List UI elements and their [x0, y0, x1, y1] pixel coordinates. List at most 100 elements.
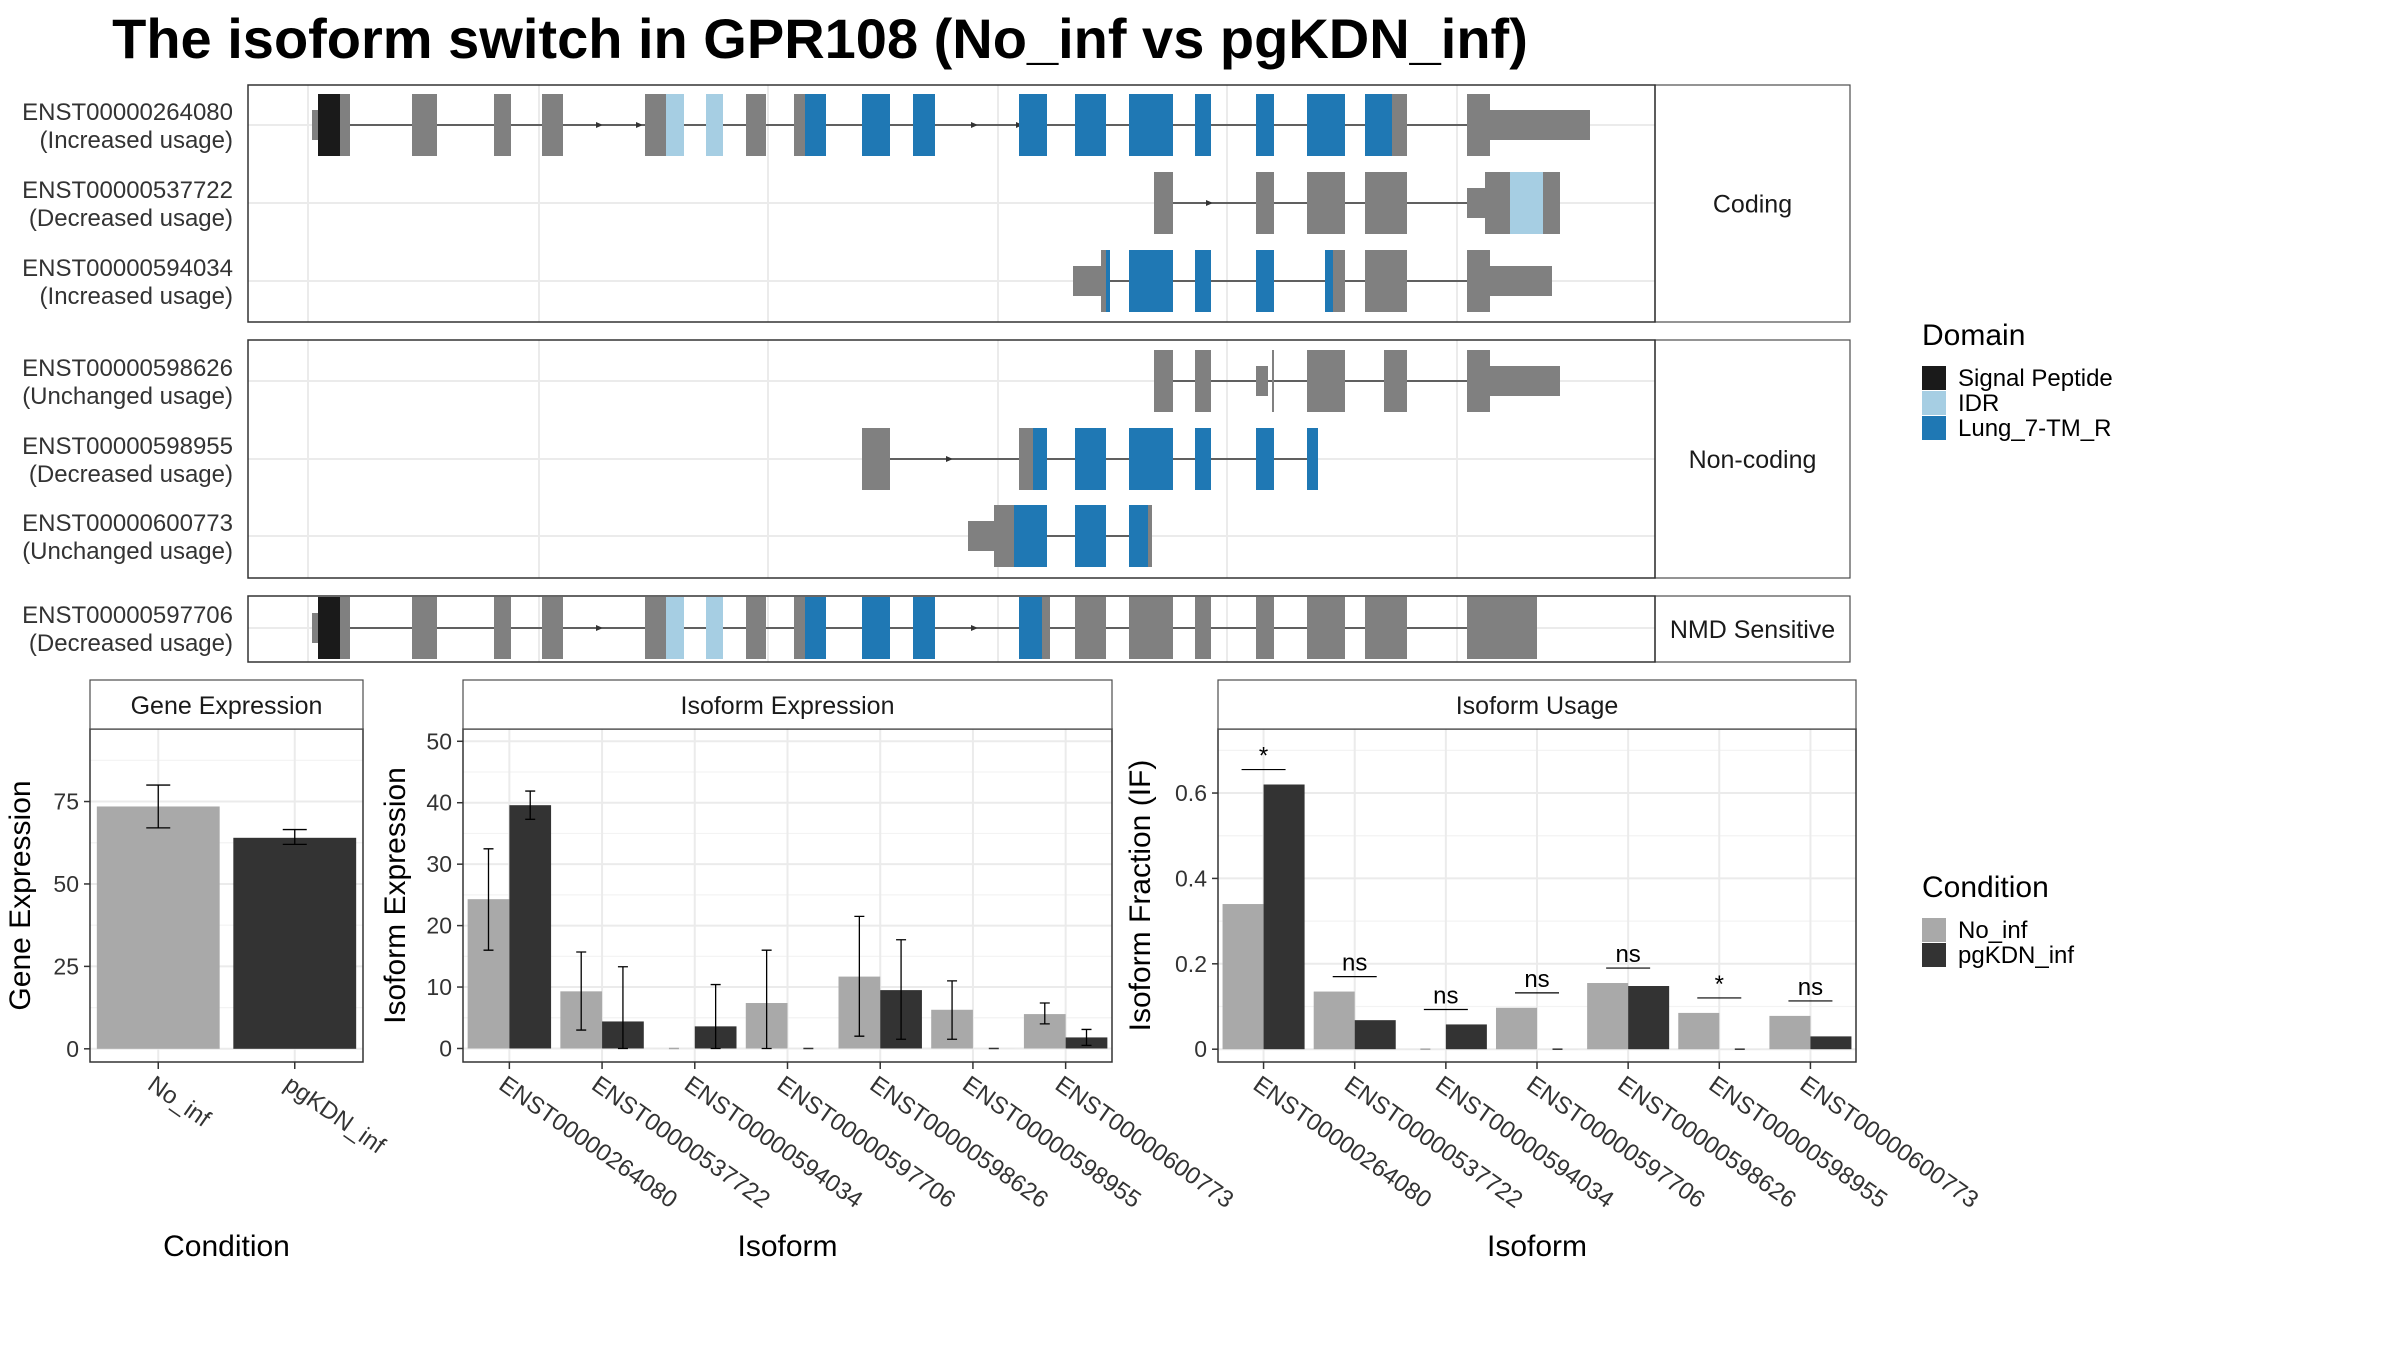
- transcript-id: ENST00000537722: [22, 177, 233, 204]
- y-axis-title: Isoform Fraction (IF): [1124, 760, 1157, 1032]
- bar: [1769, 1015, 1811, 1050]
- bar: [1313, 991, 1355, 1050]
- exon: [1333, 250, 1345, 312]
- facet-strip-label: Gene Expression: [131, 692, 323, 720]
- exon: [1307, 597, 1345, 659]
- domain-exon: [318, 94, 340, 156]
- exon: [1154, 172, 1173, 234]
- exon: [1307, 172, 1345, 234]
- domain-exon: [1106, 250, 1110, 312]
- domain-exon: [1195, 250, 1211, 312]
- exon: [412, 94, 437, 156]
- legend-label: No_inf: [1958, 917, 2028, 944]
- exon: [794, 597, 805, 659]
- facet-strip: [462, 679, 1113, 730]
- exon: [1073, 266, 1101, 296]
- exon: [412, 597, 437, 659]
- y-tick-label: 25: [53, 953, 79, 979]
- error-bar: [146, 784, 171, 829]
- bar: [1628, 986, 1670, 1050]
- y-tick-label: 50: [426, 728, 452, 754]
- domain-exon: [1365, 94, 1392, 156]
- x-tick-label: pgKDN_inf: [279, 1071, 390, 1160]
- domain-exon: [1256, 428, 1274, 490]
- domain-exon: [913, 94, 935, 156]
- bar: [1810, 1036, 1852, 1050]
- domain-exon: [666, 94, 684, 156]
- exon: [1490, 110, 1590, 140]
- structure-facet-border: [247, 339, 1656, 579]
- exon: [542, 94, 563, 156]
- exon: [1101, 250, 1106, 312]
- domain-exon: [1075, 428, 1106, 490]
- y-tick-label: 0.2: [1175, 951, 1207, 977]
- exon: [746, 597, 766, 659]
- exon: [794, 94, 805, 156]
- exon: [1467, 250, 1490, 312]
- legend-label: pgKDN_inf: [1958, 942, 2074, 969]
- exon: [1467, 597, 1537, 659]
- exon: [1365, 597, 1407, 659]
- y-tick-label: 75: [53, 789, 79, 815]
- exon: [1365, 250, 1407, 312]
- domain-exon: [805, 94, 826, 156]
- y-tick-label: 0: [439, 1035, 452, 1061]
- significance-label: ns: [1524, 966, 1549, 993]
- transcript-id: ENST00000597706: [22, 602, 233, 629]
- domain-exon: [1510, 172, 1543, 234]
- facet-strip: [1654, 84, 1851, 323]
- domain-exon: [706, 94, 723, 156]
- domain-exon: [1325, 250, 1333, 312]
- bar: [1222, 904, 1264, 1050]
- error-bar: [483, 848, 494, 951]
- transcript-usage: (Increased usage): [40, 283, 233, 310]
- legend-title: Condition: [1922, 871, 2049, 904]
- exon: [1490, 366, 1560, 396]
- bar: [1445, 1024, 1487, 1050]
- exon: [1256, 172, 1274, 234]
- transcript-id: ENST00000598955: [22, 433, 233, 460]
- exon: [494, 597, 511, 659]
- gene-expression-panel: 0 25 50 75 Gene Expression No_inf pgKDN_inf Con…: [4, 679, 390, 1263]
- facet-strip: [89, 679, 364, 730]
- domain-exon: [1307, 94, 1345, 156]
- exon: [1467, 188, 1485, 218]
- x-tick-label: No_inf: [143, 1071, 216, 1133]
- exon: [1392, 94, 1407, 156]
- y-tick-label: 50: [53, 871, 79, 897]
- transcript-structure-panel: Coding ENST00000264080 (Increased usage) EN…: [22, 84, 1851, 663]
- exon: [1467, 94, 1490, 156]
- domain-exon: [1019, 597, 1042, 659]
- exon: [1154, 350, 1173, 412]
- strand-arrow: [1206, 200, 1213, 206]
- exon: [1019, 428, 1033, 490]
- transcript-id: ENST00000264080: [22, 99, 233, 126]
- exon: [1307, 350, 1345, 412]
- bar: [1678, 1012, 1720, 1050]
- strand-arrow: [946, 456, 953, 462]
- y-tick-label: 20: [426, 913, 452, 939]
- exon: [1490, 266, 1552, 296]
- domain-exon: [1019, 94, 1047, 156]
- exon: [1195, 597, 1211, 659]
- error-bar: [710, 983, 721, 1050]
- exon: [968, 521, 994, 551]
- error-bar: [576, 951, 587, 1031]
- y-axis-title: Isoform Expression: [379, 767, 412, 1024]
- transcript-id: ENST00000600773: [22, 510, 233, 537]
- significance-label: ns: [1342, 950, 1367, 977]
- strand-arrow: [971, 625, 978, 631]
- facet-strip-label: Coding: [1713, 191, 1792, 219]
- x-axis-title: Isoform: [1487, 1230, 1587, 1263]
- facet-strip: [1654, 339, 1851, 579]
- error-bar: [854, 915, 865, 1037]
- domain-exon: [318, 597, 340, 659]
- error-bar: [525, 790, 536, 820]
- y-tick-label: 30: [426, 851, 452, 877]
- bar: [1263, 784, 1305, 1050]
- domain-exon: [1129, 94, 1173, 156]
- exon: [1384, 350, 1407, 412]
